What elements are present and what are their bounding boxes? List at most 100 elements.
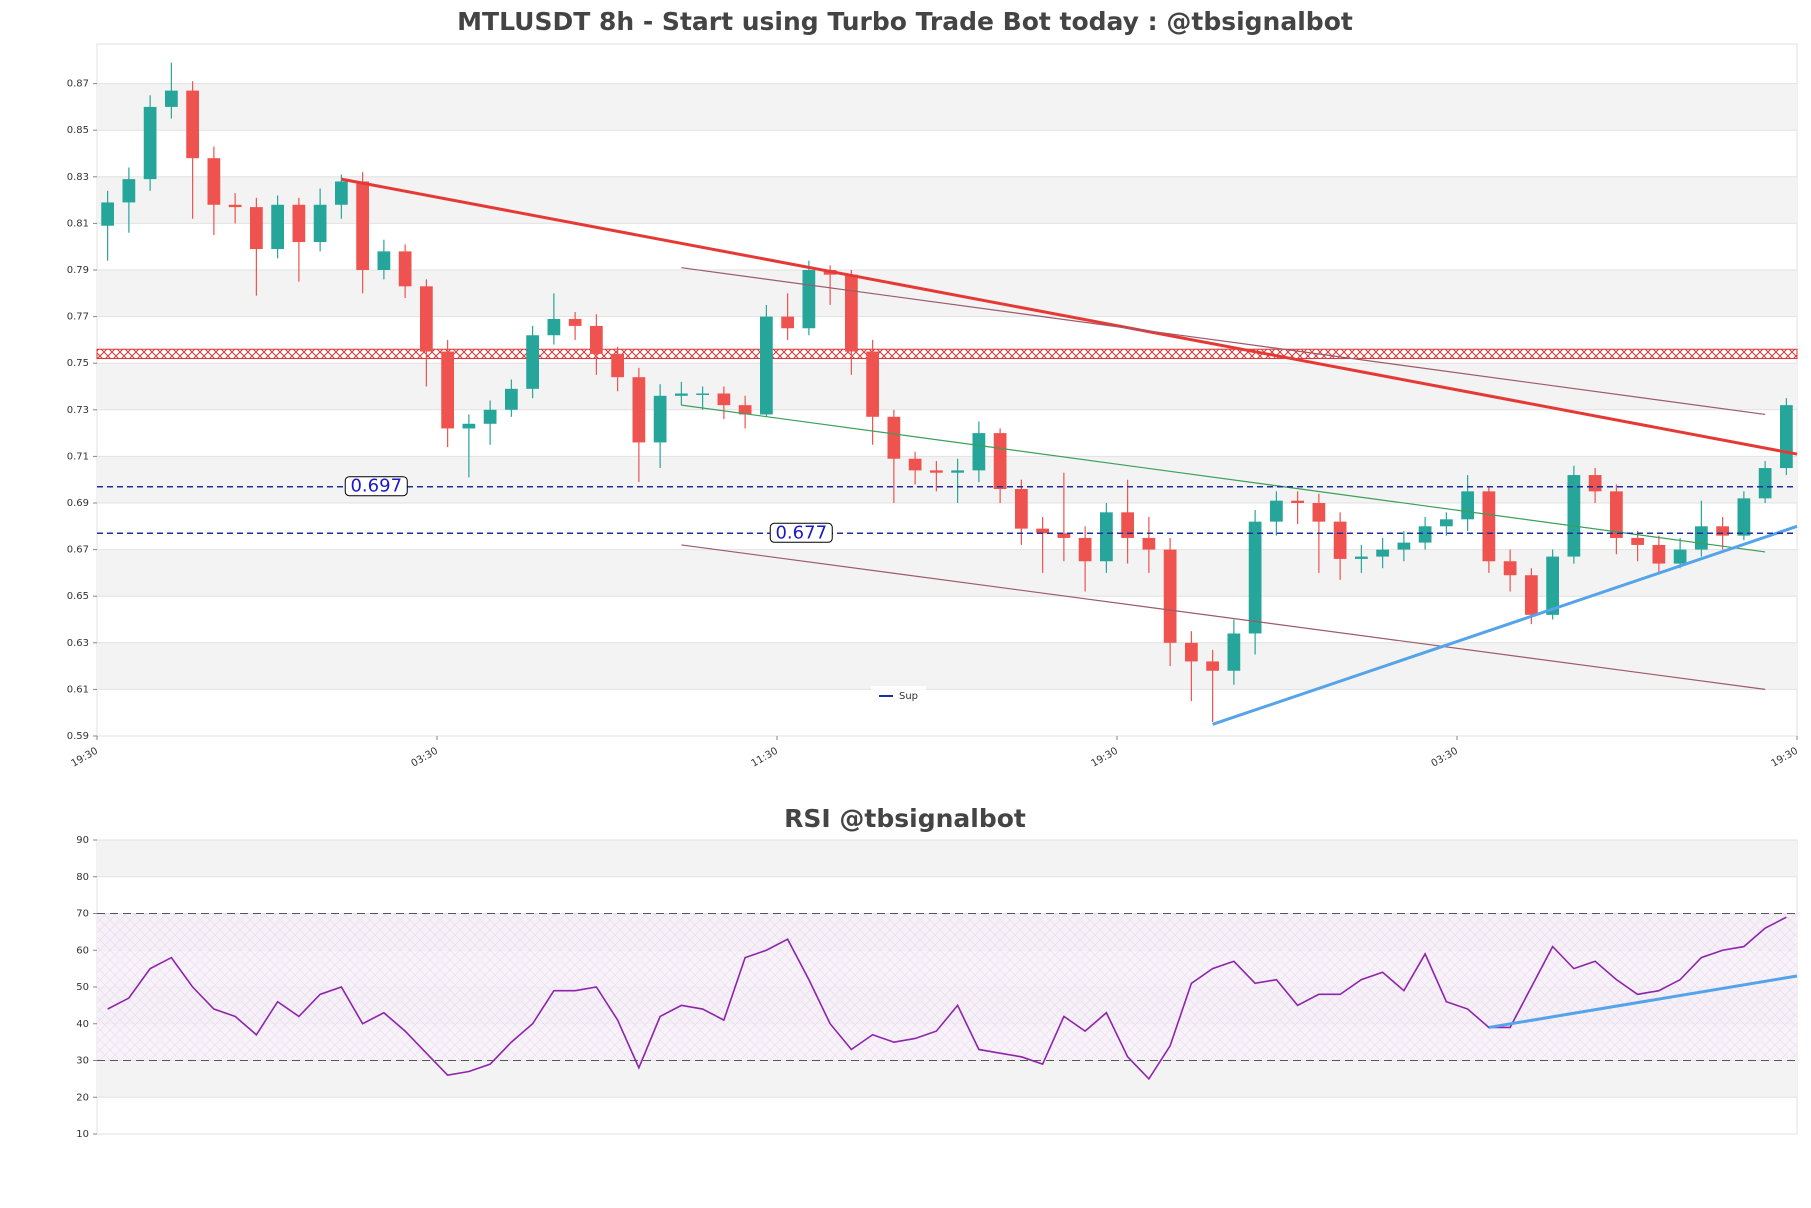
x-tick-label: 03:30 [410, 746, 440, 770]
candle-body [101, 202, 114, 226]
candle-body [143, 106, 157, 180]
candle-body [1355, 556, 1368, 559]
rsi-line [107, 916, 1787, 1081]
candle-body [1610, 491, 1623, 538]
candle-body [1440, 519, 1453, 527]
level-label: 0.677 [775, 522, 827, 543]
candle-body [1291, 500, 1304, 504]
y-tick-label: 0.59 [67, 731, 89, 742]
trend-line [681, 267, 1766, 416]
candle-body [845, 274, 858, 352]
level-label: 0.697 [350, 476, 402, 497]
y-tick-label: 0.63 [67, 638, 89, 649]
trend-line [341, 177, 1798, 456]
candle-body [1397, 542, 1411, 550]
candle-body [547, 318, 561, 336]
candle-body [632, 377, 646, 443]
level-label-box [344, 476, 408, 497]
y-tick-label: 0.69 [67, 498, 89, 509]
grid-band [97, 840, 1797, 877]
x-tick-label: 11:30 [750, 746, 780, 770]
candle-body [1482, 491, 1496, 562]
y-tick-label: 0.65 [67, 591, 89, 602]
candle-body [1121, 512, 1134, 538]
y-tick-label: 10 [76, 1129, 89, 1140]
candle-body [1652, 544, 1666, 564]
candle-body [738, 405, 752, 415]
candle-body [377, 251, 391, 271]
y-tick-label: 0.81 [67, 218, 89, 229]
candle-body [292, 204, 306, 243]
candle-body [398, 251, 412, 287]
candle-body [1185, 642, 1198, 662]
trend-line [1488, 974, 1798, 1029]
y-tick-label: 0.61 [67, 684, 89, 695]
candle-body [1015, 489, 1028, 529]
candle-body [1567, 475, 1581, 557]
candle-body [1716, 526, 1729, 536]
y-tick-label: 0.87 [67, 79, 89, 90]
candle-body [1737, 498, 1751, 536]
grid-band [97, 642, 1797, 690]
candle-body [1270, 500, 1283, 522]
candle-body [611, 353, 624, 378]
candle-body [1376, 549, 1389, 557]
trend-line [681, 544, 1766, 690]
grid-band [97, 549, 1797, 597]
candle-body [1036, 528, 1049, 534]
y-tick-label: 40 [76, 1019, 89, 1030]
legend [871, 686, 926, 706]
resistance-zone [96, 348, 1798, 360]
candle-body [1206, 661, 1219, 671]
candle-body [1546, 556, 1559, 615]
candle-body [1503, 561, 1517, 576]
x-tick-label: 19:30 [70, 746, 100, 770]
candle-body [420, 286, 433, 352]
y-tick-label: 0.67 [67, 545, 89, 556]
y-tick-label: 60 [76, 945, 89, 956]
candle-body [930, 470, 943, 473]
candle-body [887, 416, 901, 459]
trend-line [681, 404, 1766, 553]
candle-body [1525, 575, 1538, 615]
candle-body [250, 207, 263, 250]
candle-body [781, 316, 794, 329]
candle-body [717, 393, 731, 406]
candle-body [165, 90, 178, 107]
y-tick-label: 0.85 [67, 125, 89, 136]
trend-line [1212, 524, 1798, 726]
y-tick-label: 0.83 [67, 172, 89, 183]
y-tick-label: 0.71 [67, 451, 89, 462]
candle-body [1673, 549, 1687, 564]
y-tick-label: 0.73 [67, 405, 89, 416]
candle-body [483, 409, 497, 424]
candle-body [505, 388, 518, 410]
candle-body [1631, 537, 1644, 545]
grid-band [97, 363, 1797, 410]
grid-band [97, 1060, 1797, 1098]
candle-body [1758, 468, 1772, 499]
candle-body [1695, 526, 1708, 550]
candle-body [1333, 521, 1347, 559]
chart-title: RSI @tbsignalbot [784, 804, 1026, 833]
y-tick-label: 80 [76, 872, 89, 883]
candle-body [271, 204, 284, 250]
candle-body [1057, 533, 1071, 538]
candle-body [228, 204, 242, 208]
candle-body [568, 318, 582, 326]
candle-body [802, 270, 816, 329]
legend-label: Sup [899, 691, 918, 702]
y-tick-label: 20 [76, 1092, 89, 1103]
candle-body [675, 393, 688, 396]
candle-body [313, 204, 327, 243]
y-tick-label: 0.77 [67, 312, 89, 323]
candle-body [1142, 537, 1156, 550]
y-tick-label: 0.79 [67, 265, 89, 276]
level-label-box [769, 522, 833, 543]
candle-body [653, 395, 667, 443]
candle-body [356, 181, 369, 271]
candle-body [526, 335, 539, 389]
y-tick-label: 30 [76, 1056, 89, 1067]
candle-body [207, 158, 221, 205]
